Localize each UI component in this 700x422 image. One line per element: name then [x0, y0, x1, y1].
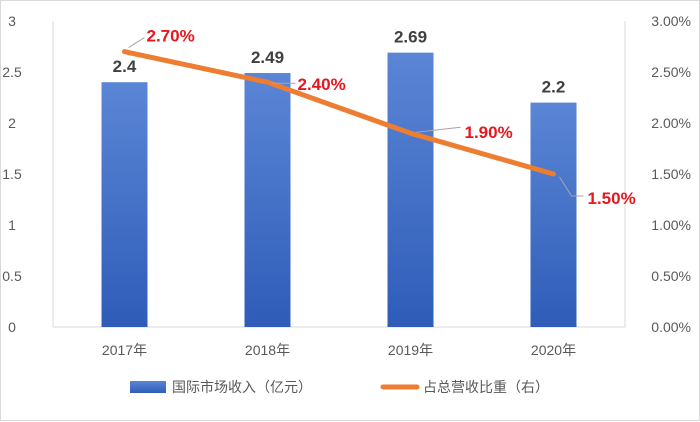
x-tick-label: 2018年: [245, 342, 290, 358]
right-axis-ticks: 0.00% 0.50% 1.00% 1.50% 2.00% 2.50% 3.00%: [651, 13, 691, 335]
bar: [530, 102, 577, 327]
left-tick-label: 2: [8, 115, 16, 131]
line-data-label: 2.70%: [147, 27, 195, 46]
right-tick-label: 1.00%: [651, 217, 691, 233]
bar: [101, 82, 148, 327]
legend-swatch-bar: [130, 381, 166, 393]
legend-label-bar: 国际市场收入（亿元）: [172, 379, 312, 396]
axes: [52, 21, 626, 328]
label-leader-line: [559, 176, 584, 197]
left-tick-label: 1.5: [2, 166, 22, 182]
right-tick-label: 2.50%: [651, 64, 691, 80]
bar-data-label: 2.69: [394, 28, 427, 47]
legend-label-line: 占总营收比重（右）: [423, 380, 549, 396]
left-tick-label: 0.5: [2, 268, 22, 284]
left-axis-ticks: 0 0.5 1 1.5 2 2.5 3: [2, 13, 22, 335]
x-axis-ticks: 2017年 2018年 2019年 2020年: [102, 342, 576, 358]
bar-data-label: 2.49: [251, 48, 284, 67]
line-data-labels: 2.70% 2.40% 1.90% 1.50%: [147, 27, 636, 208]
line-data-label: 1.90%: [465, 123, 513, 142]
x-tick-label: 2019年: [388, 342, 433, 358]
label-leader-line: [416, 126, 461, 133]
right-tick-label: 1.50%: [651, 166, 691, 182]
bar-data-label: 2.4: [113, 57, 137, 76]
right-tick-label: 3.00%: [651, 13, 691, 29]
right-tick-label: 0.00%: [651, 319, 691, 335]
label-leader-lines: [128, 37, 584, 197]
bar: [244, 73, 291, 328]
left-tick-label: 3: [8, 13, 16, 29]
line-series: [122, 49, 556, 177]
line-data-label: 1.50%: [588, 189, 636, 208]
line-series-path: [122, 49, 556, 177]
line-data-label: 2.40%: [298, 75, 346, 94]
left-tick-label: 2.5: [2, 64, 22, 80]
bar-series: [101, 52, 577, 328]
left-tick-label: 0: [8, 319, 16, 335]
label-leader-line: [128, 37, 145, 49]
x-tick-label: 2017年: [102, 342, 147, 358]
bar: [387, 52, 434, 328]
right-tick-label: 2.00%: [651, 115, 691, 131]
right-tick-label: 0.50%: [651, 268, 691, 284]
bar-data-label: 2.2: [542, 78, 566, 97]
left-tick-label: 1: [8, 217, 16, 233]
x-tick-label: 2020年: [531, 342, 576, 358]
legend: 国际市场收入（亿元） 占总营收比重（右）: [130, 379, 549, 396]
bar-data-labels: 2.4 2.49 2.69 2.2: [113, 28, 566, 97]
